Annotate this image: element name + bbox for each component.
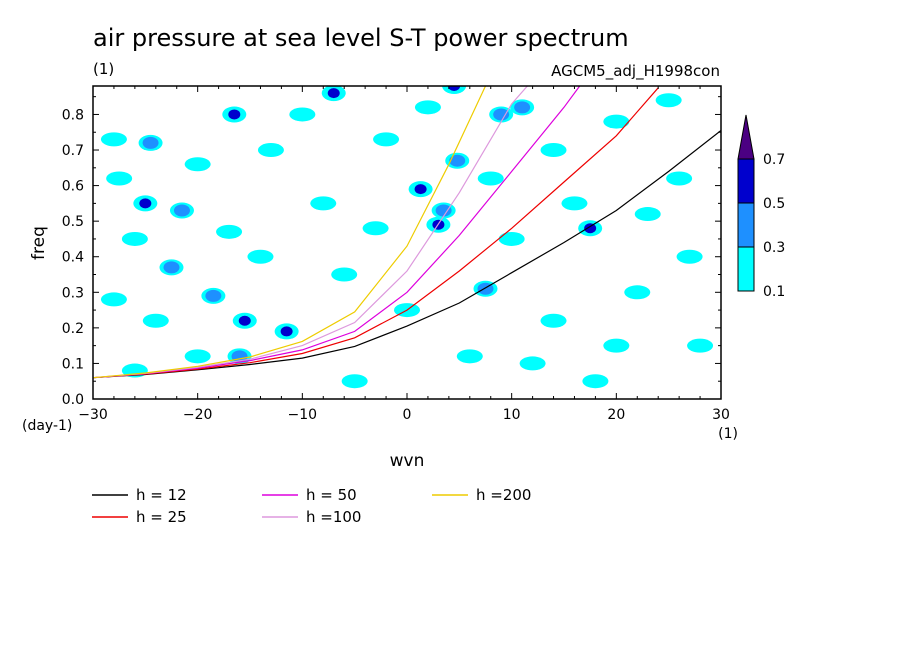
contour-region bbox=[184, 157, 211, 172]
y-axis-label: freq bbox=[29, 226, 49, 260]
chart-subtitle-right: AGCM5_adj_H1998con bbox=[551, 62, 720, 81]
x-tick-label: −10 bbox=[288, 407, 318, 423]
contour-region bbox=[477, 171, 504, 186]
chart-title: air pressure at sea level S-T power spec… bbox=[93, 24, 629, 52]
contour-region bbox=[624, 285, 651, 300]
contour-region bbox=[100, 292, 127, 307]
contour-region bbox=[247, 249, 274, 264]
y-axis-unit: (day-1) bbox=[22, 418, 72, 434]
contour-region bbox=[414, 184, 427, 195]
y-tick-label: 0.2 bbox=[62, 321, 84, 337]
contour-region bbox=[540, 313, 567, 328]
contour-regions bbox=[100, 86, 714, 389]
contour-region bbox=[362, 221, 389, 236]
curve-h-100 bbox=[93, 86, 528, 379]
contour-region bbox=[228, 109, 241, 120]
contour-region bbox=[173, 204, 190, 217]
legend-label: h =200 bbox=[476, 486, 531, 504]
y-axis: 0.0 0.1 0.2 0.3 0.4 0.5 0.6 0.7 0.8 bbox=[62, 96, 721, 408]
contour-region bbox=[238, 315, 251, 326]
contour-region bbox=[603, 338, 630, 353]
contour-region bbox=[514, 101, 531, 114]
colorbar-label: 0.7 bbox=[763, 152, 785, 168]
contour-region bbox=[676, 249, 703, 264]
contour-region bbox=[142, 313, 169, 328]
curve-h-50 bbox=[93, 86, 581, 379]
legend-label: h = 12 bbox=[136, 486, 187, 504]
contour-region bbox=[498, 231, 525, 246]
contour-region bbox=[687, 338, 714, 353]
colorbar-box bbox=[737, 202, 755, 248]
colorbar-label: 0.1 bbox=[763, 284, 785, 300]
chart-subtitle-left: (1) bbox=[93, 60, 114, 78]
contour-region bbox=[414, 100, 441, 115]
x-tick-label: −20 bbox=[183, 407, 213, 423]
colorbar-label: 0.3 bbox=[763, 240, 785, 256]
y-tick-label: 0.4 bbox=[62, 250, 84, 266]
contour-region bbox=[106, 171, 133, 186]
contour-region bbox=[582, 374, 609, 389]
contour-region bbox=[331, 267, 358, 282]
contour-region bbox=[435, 204, 452, 217]
contour-region bbox=[341, 374, 368, 389]
legend-label: h = 25 bbox=[136, 508, 187, 526]
contour-region bbox=[666, 171, 693, 186]
x-tick-label: −30 bbox=[78, 407, 108, 423]
contour-region bbox=[257, 143, 284, 158]
contour-region bbox=[121, 231, 148, 246]
contour-region bbox=[449, 154, 466, 167]
curve-h-12 bbox=[93, 130, 721, 379]
contour-region bbox=[456, 349, 483, 364]
contour-region bbox=[184, 349, 211, 364]
plot-background bbox=[93, 86, 721, 399]
contour-region bbox=[139, 198, 152, 209]
x-axis-unit: (1) bbox=[718, 426, 738, 442]
contour-region bbox=[655, 93, 682, 108]
x-axis-label: wvn bbox=[390, 451, 425, 471]
y-tick-label: 0.0 bbox=[62, 392, 84, 408]
y-tick-label: 0.8 bbox=[62, 107, 84, 123]
curve-h-25 bbox=[93, 87, 659, 379]
colorbar-box bbox=[737, 246, 755, 292]
y-tick-label: 0.5 bbox=[62, 214, 84, 230]
colorbar-arrow bbox=[737, 114, 755, 160]
legend-label: h = 50 bbox=[306, 486, 357, 504]
contour-region bbox=[373, 132, 400, 147]
x-tick-label: 10 bbox=[503, 407, 521, 423]
contour-region bbox=[540, 143, 567, 158]
colorbar-box bbox=[737, 158, 755, 204]
y-tick-label: 0.3 bbox=[62, 285, 84, 301]
contour-region bbox=[327, 88, 340, 99]
contour-region bbox=[584, 223, 597, 234]
contour-region bbox=[216, 224, 243, 239]
contour-region bbox=[493, 108, 510, 121]
y-tick-label: 0.1 bbox=[62, 356, 84, 372]
contour-region bbox=[142, 136, 159, 149]
curve-h-200 bbox=[93, 86, 487, 379]
contour-region bbox=[634, 207, 661, 222]
colorbar: 0.1 0.3 0.5 0.7 bbox=[737, 114, 785, 300]
contour-region bbox=[163, 261, 180, 274]
legend-label: h =100 bbox=[306, 508, 361, 526]
legend: h = 12 h = 25 h = 50 h =100 h =200 bbox=[92, 486, 531, 526]
contour-region bbox=[310, 196, 337, 211]
y-tick-label: 0.6 bbox=[62, 179, 84, 195]
contour-region bbox=[289, 107, 316, 122]
contour-region bbox=[205, 289, 222, 302]
x-tick-label: 20 bbox=[607, 407, 625, 423]
contour-region bbox=[519, 356, 546, 371]
contour-region bbox=[280, 326, 293, 337]
y-tick-label: 0.7 bbox=[62, 143, 84, 159]
contour-region bbox=[603, 114, 630, 129]
contour-region bbox=[100, 132, 127, 147]
contour-region bbox=[448, 86, 461, 91]
x-tick-label: 30 bbox=[712, 407, 730, 423]
x-tick-label: 0 bbox=[403, 407, 412, 423]
contour-region bbox=[561, 196, 588, 211]
colorbar-label: 0.5 bbox=[763, 196, 785, 212]
dispersion-curves bbox=[93, 86, 721, 379]
x-axis: −30 −20 −10 0 10 20 30 bbox=[78, 86, 730, 423]
